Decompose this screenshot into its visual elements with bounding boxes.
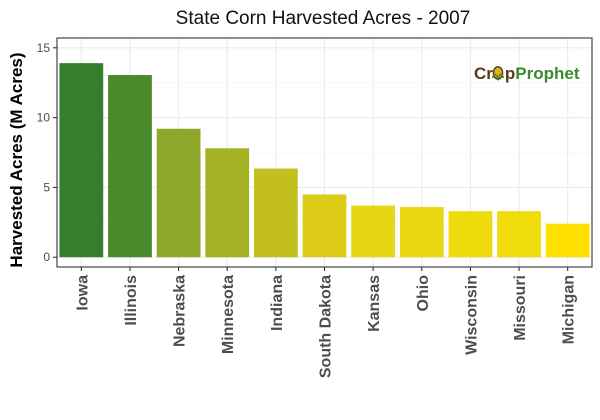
x-tick-label: Nebraska <box>172 275 189 347</box>
y-tick-label: 5 <box>43 180 50 194</box>
bars-group <box>59 63 590 258</box>
y-tick-label: 0 <box>43 250 50 264</box>
y-axis-ticks: 0 5 10 15 <box>37 41 57 264</box>
bar-minnesota <box>205 148 250 258</box>
bar-iowa <box>59 63 104 258</box>
bar-nebraska <box>156 128 201 258</box>
bar-michigan <box>545 223 590 258</box>
chart-title: State Corn Harvested Acres - 2007 <box>176 8 471 29</box>
x-tick-label: Ohio <box>415 275 432 312</box>
x-tick-label: Indiana <box>269 275 286 331</box>
x-tick-label: Wisconsin <box>463 275 480 355</box>
bar-wisconsin <box>448 211 493 258</box>
y-axis-label: Harvested Acres (M Acres) <box>7 52 26 267</box>
x-tick-label: Minnesota <box>220 275 237 354</box>
x-tick-label: Missouri <box>512 275 529 341</box>
bar-kansas <box>351 205 396 258</box>
x-tick-label: Michigan <box>561 275 578 344</box>
bar-missouri <box>497 211 541 258</box>
y-tick-label: 15 <box>37 41 51 55</box>
cropprophet-logo: Cr pProphet <box>474 64 580 83</box>
bar-illinois <box>108 75 152 258</box>
logo-text-p: p <box>505 64 515 83</box>
x-tick-label: Illinois <box>123 275 140 326</box>
x-tick-label: Iowa <box>74 275 91 311</box>
y-tick-label: 10 <box>37 111 51 125</box>
bar-indiana <box>253 168 298 258</box>
logo-corn-icon <box>491 66 505 82</box>
bar-south-dakota <box>302 194 347 258</box>
logo-text-prophet: Prophet <box>515 64 580 83</box>
x-tick-label: Kansas <box>366 275 383 332</box>
bar-ohio <box>399 206 444 258</box>
x-axis-ticks: Iowa Illinois Nebraska Minnesota Indiana Sout… <box>74 267 578 378</box>
plot-border <box>56 37 593 268</box>
logo-text-cr: Cr <box>474 64 493 83</box>
x-tick-label: South Dakota <box>318 275 335 378</box>
